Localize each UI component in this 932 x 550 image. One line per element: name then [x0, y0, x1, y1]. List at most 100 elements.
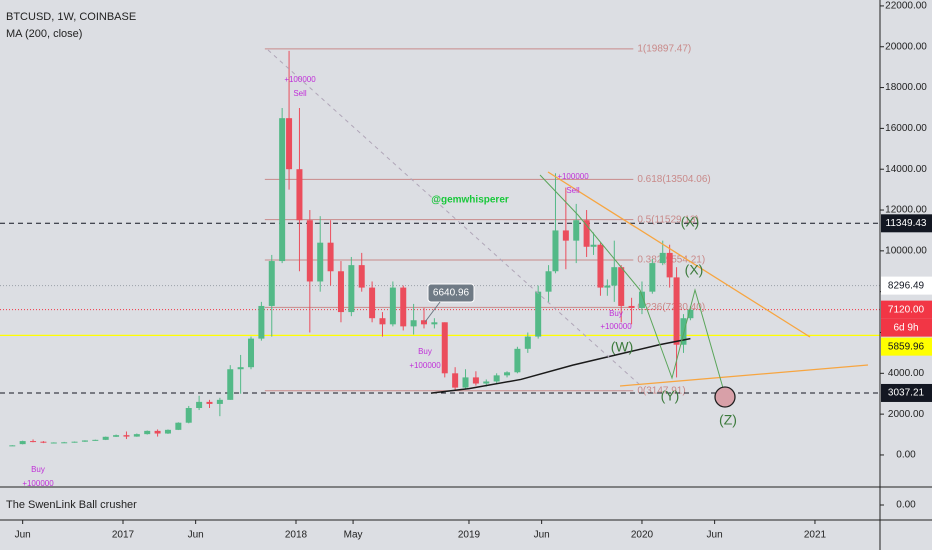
trade-action: Sell — [566, 186, 580, 195]
candle-body — [611, 267, 618, 286]
y-tick-label: 20000.00 — [885, 41, 927, 52]
callout-pointer — [424, 301, 441, 323]
candle-body — [545, 271, 552, 292]
candle-body — [638, 291, 645, 308]
trade-qty: +100000 — [22, 479, 54, 488]
candle-body — [286, 118, 293, 170]
wave-path — [539, 174, 726, 396]
trade-labels: Buy +100000 +100000 Sell Buy +100000 +10… — [22, 75, 632, 488]
candle-body — [30, 441, 37, 443]
x-tick-label: 2021 — [804, 530, 827, 541]
candle-body — [649, 263, 656, 292]
price-label: 7120.00 — [888, 304, 925, 315]
candle-body — [389, 287, 396, 325]
candle-body — [61, 442, 68, 444]
candle-body — [604, 285, 611, 288]
y-tick-label: 10000.00 — [885, 245, 927, 256]
candle-body — [666, 252, 673, 278]
price-label-box — [881, 276, 932, 295]
x-tick-label: 2017 — [112, 530, 135, 541]
price-label: 11349.43 — [886, 218, 927, 229]
countdown: 6d 9h — [893, 322, 918, 333]
candle-body — [504, 372, 511, 376]
candle-body — [483, 381, 490, 384]
candle-body — [248, 338, 255, 368]
candle-body — [296, 169, 303, 221]
diagonal — [267, 49, 641, 386]
x-tick-label: Jun — [534, 530, 550, 541]
wave-label: (W) — [611, 339, 634, 355]
candle-body — [92, 439, 99, 441]
trade-qty: +100000 — [409, 361, 441, 370]
candle-body — [102, 436, 109, 440]
watermark: @gemwhisperer — [431, 195, 509, 206]
x-tick-label: Jun — [15, 530, 31, 541]
wave-label: (Y) — [661, 388, 680, 404]
trade-action: Sell — [293, 89, 307, 98]
fib-label: 0.5(11529.13) — [637, 214, 699, 225]
candle-body — [317, 242, 324, 282]
candle-body — [514, 348, 521, 373]
candle-body — [133, 434, 140, 437]
trade-qty: +100000 — [557, 172, 589, 181]
candle-body — [472, 377, 479, 384]
candle-body — [113, 435, 120, 437]
candle-body — [680, 318, 687, 345]
candle-body — [687, 309, 694, 319]
candle-body — [524, 336, 531, 349]
candle-body — [185, 408, 192, 423]
candle-body — [164, 429, 171, 434]
countdown-box — [881, 318, 932, 337]
y-tick-label: 22000.00 — [885, 1, 927, 12]
candle-body — [50, 442, 57, 444]
price-label: 8296.49 — [888, 280, 925, 291]
price-label-box — [881, 383, 932, 402]
fib-label: 1(19897.47) — [637, 43, 691, 54]
candle-body — [400, 287, 407, 327]
candle-body — [227, 369, 234, 400]
target-circle — [714, 386, 736, 408]
trade-qty: +100000 — [600, 322, 632, 331]
candle-body — [237, 367, 244, 370]
x-tick-label: 2019 — [458, 530, 481, 541]
candle-body — [306, 220, 313, 282]
candle-body — [123, 435, 130, 437]
candle-body — [19, 441, 26, 445]
candle-body — [369, 287, 376, 319]
y-tick-label: 18000.00 — [885, 82, 927, 93]
trade-qty: +100000 — [284, 75, 316, 84]
candle-body — [279, 118, 286, 262]
wave-label: (Z) — [719, 412, 737, 428]
candle-body — [583, 220, 590, 247]
candle-body — [673, 277, 680, 345]
lower-tick-label: 0.00 — [896, 500, 916, 511]
wave-label: (X) — [681, 214, 700, 230]
candle-body — [358, 265, 365, 288]
candle-body — [410, 320, 417, 327]
candle-body — [618, 267, 625, 306]
indicator-title: MA (200, close) — [6, 28, 82, 40]
trade-action: Buy — [609, 309, 623, 318]
y-tick-label: 12000.00 — [885, 205, 927, 216]
price-label-box — [881, 300, 932, 319]
x-tick-label: Jun — [188, 530, 204, 541]
candle-body — [268, 261, 275, 306]
price-label: 5859.96 — [888, 341, 925, 352]
candle-body — [441, 322, 448, 374]
candle-body — [348, 265, 355, 313]
trend-line — [619, 364, 869, 387]
candle-body — [216, 399, 223, 404]
candle-body — [590, 244, 597, 247]
candle-body — [327, 242, 334, 272]
y-tick-label: 4000.00 — [888, 368, 925, 379]
candle-body — [206, 401, 213, 404]
candle-body — [493, 375, 500, 382]
x-tick-label: 2020 — [631, 530, 654, 541]
y-tick-label: 16000.00 — [885, 123, 927, 134]
candle-body — [154, 430, 161, 434]
candle-body — [71, 441, 78, 443]
candle-body — [175, 422, 182, 430]
candle-body — [659, 252, 666, 264]
candle-body — [379, 318, 386, 325]
